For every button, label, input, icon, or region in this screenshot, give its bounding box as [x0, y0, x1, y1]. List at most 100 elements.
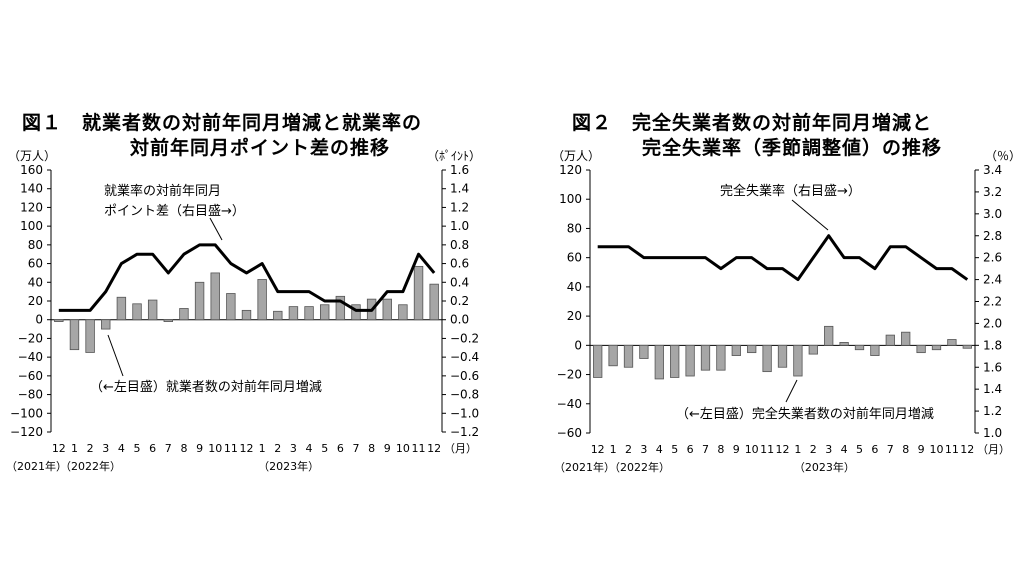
- chart1-month-label: 10: [208, 442, 222, 455]
- chart1-month-label: 2: [274, 442, 281, 455]
- chart2-month-label: 12: [591, 443, 605, 456]
- chart1-month-label: 4: [306, 442, 313, 455]
- chart1-left-tick-label: 120: [20, 200, 43, 214]
- chart2-bar: [762, 344, 772, 373]
- chart1-right-unit: （ﾎﾟｲﾝﾄ）: [427, 149, 481, 163]
- chart1-month-label: 3: [102, 442, 109, 455]
- chart1-left-tick-label: −120: [10, 425, 43, 439]
- chart1-right-tick-label: −0.6: [450, 369, 479, 383]
- chart2-month-label: 1: [794, 443, 801, 456]
- chart1-right-tick-label: 0.0: [450, 313, 469, 327]
- chart1-month-label: 4: [118, 442, 125, 455]
- chart2-left-tick-label: 100: [559, 192, 582, 206]
- chart1-left-tick-label: −80: [18, 388, 43, 402]
- chart1-month-label: 8: [368, 442, 375, 455]
- chart2-right-tick-label: 2.6: [983, 251, 1002, 265]
- chart1-bar: [147, 299, 158, 321]
- chart1-right-tick-label: 0.8: [450, 238, 469, 252]
- chart2-month-label: 9: [918, 443, 925, 456]
- chart1-bar: [54, 319, 64, 322]
- chart1-month-label: 7: [352, 442, 359, 455]
- chart2-title-line2: 完全失業率（季節調整値）の推移: [642, 137, 943, 159]
- chart2-month-label: 7: [887, 443, 894, 456]
- chart1-left-tick-label: 20: [28, 294, 43, 308]
- chart1-bar: [288, 306, 299, 321]
- chart1-right-tick-label: 0.4: [450, 275, 469, 289]
- chart2-bar: [747, 344, 757, 354]
- chart2-month-label: 8: [902, 443, 909, 456]
- chart1-month-label: 6: [149, 442, 156, 455]
- chart1-left-unit: （万人）: [8, 149, 56, 163]
- chart1-left-tick-label: 0: [35, 313, 43, 327]
- chart2-month-unit: （月）: [977, 443, 1010, 456]
- chart1-right-tick-label: −1.0: [450, 406, 479, 420]
- chart2-right-tick-label: 2.0: [983, 316, 1002, 330]
- chart2-year-2022: （2022年）: [609, 460, 670, 474]
- chart1-right-tick-label: −0.2: [450, 331, 479, 345]
- chart2-bar: [654, 344, 664, 380]
- chart2-left-tick-label: −40: [557, 397, 582, 411]
- chart2-month-label: 6: [871, 443, 878, 456]
- chart2-bar: [716, 344, 726, 371]
- chart2-bar: [901, 331, 911, 346]
- chart2-month-label: 12: [960, 443, 974, 456]
- chart1-month-unit: （月）: [444, 442, 477, 455]
- chart2-right-tick-label: 1.2: [983, 404, 1002, 418]
- chart2-bar: [870, 344, 880, 356]
- chart1-right-tick-label: 1.2: [450, 200, 469, 214]
- chart2-bar: [700, 344, 711, 371]
- chart2-month-label: 3: [640, 443, 647, 456]
- chart2-bar: [731, 344, 741, 356]
- chart2-year-2023: （2023年）: [794, 460, 855, 474]
- chart2-bar: [839, 342, 849, 346]
- chart1-employed: 160 140 120 100 80 60 40 20 0 −20 −40 −60 −80 −100 −12…: [6, 149, 481, 473]
- chart1-bar: [194, 281, 205, 321]
- chart2-left-tick-label: 40: [567, 280, 582, 294]
- chart1-bar: [413, 265, 424, 321]
- chart2-month-label: 9: [733, 443, 740, 456]
- chart2-bar: [670, 344, 680, 378]
- chart1-left-tick-label: 60: [28, 257, 43, 271]
- chart2-left-tick-label: 0: [574, 338, 582, 352]
- chart2-month-label: 6: [687, 443, 694, 456]
- chart2-bar: [793, 344, 803, 377]
- chart1-year-2022: （2022年）: [60, 459, 121, 473]
- chart2-bar: [593, 344, 603, 378]
- chart1-bar: [210, 272, 220, 321]
- chart2-left-tick-label: −20: [557, 368, 582, 382]
- chart1-line-annotation: ポイント差（右目盛→）: [104, 204, 245, 219]
- chart2-left-unit: （万人）: [552, 149, 600, 163]
- chart2-bar-annotation-leader: [785, 379, 798, 403]
- chart2-rate-line: [597, 234, 969, 282]
- chart2-right-tick-label: 3.0: [983, 207, 1002, 221]
- chart2-bar: [824, 325, 834, 346]
- chart2-left-tick-label: 20: [567, 309, 582, 323]
- chart2-month-label: 10: [745, 443, 759, 456]
- chart1-left-tick-label: 80: [28, 238, 43, 252]
- chart2-right-tick-label: 1.6: [983, 360, 1002, 374]
- chart2-left-tick-label: 80: [567, 221, 582, 235]
- chart1-month-label: 2: [87, 442, 94, 455]
- chart1-bar-annotation-leader: [107, 334, 124, 377]
- chart1-title-line1: 図１ 就業者数の対前年同月増減と就業率の: [22, 112, 423, 134]
- chart1-month-label: 1: [259, 442, 266, 455]
- chart1-left-tick-label: 100: [20, 219, 43, 233]
- chart2-bar: [685, 344, 695, 377]
- chart2-month-label: 1: [610, 443, 617, 456]
- chart1-bar: [101, 319, 111, 330]
- chart1-bar: [241, 309, 252, 321]
- chart1-bar: [69, 319, 80, 351]
- chart1-right-tick-label: −1.2: [450, 425, 479, 439]
- chart1-bar: [351, 304, 361, 321]
- chart1-left-tick-label: −20: [18, 331, 43, 345]
- chart2-right-tick-label: 1.4: [983, 382, 1002, 396]
- chart2-month-label: 8: [717, 443, 724, 456]
- chart2-right-unit: （％）: [985, 149, 1021, 163]
- chart2-line-annotation: 完全失業率（右目盛→）: [720, 183, 861, 199]
- chart2-right-tick-label: 2.2: [983, 295, 1002, 309]
- chart1-month-label: 11: [224, 442, 238, 455]
- chart2-month-label: 5: [671, 443, 678, 456]
- chart2-month-label: 11: [760, 443, 774, 456]
- chart2-bar: [623, 344, 634, 368]
- chart1-right-tick-label: 0.6: [450, 257, 469, 271]
